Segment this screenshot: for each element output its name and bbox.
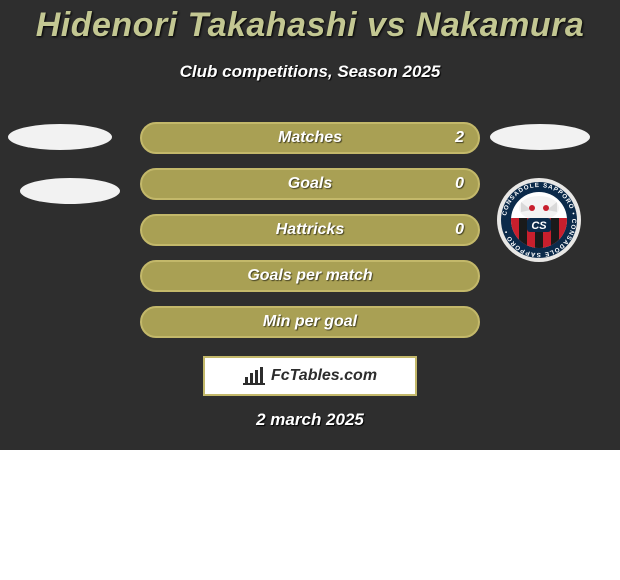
- page-title: Hidenori Takahashi vs Nakamura: [0, 6, 620, 45]
- stat-value: 0: [455, 221, 464, 239]
- svg-text:CS: CS: [531, 220, 547, 232]
- stat-label: Min per goal: [142, 313, 478, 331]
- stat-bar: Goals per match: [140, 260, 480, 292]
- stat-value: 2: [455, 129, 464, 147]
- left-avatar-placeholder-2: [20, 178, 120, 204]
- page-subtitle: Club competitions, Season 2025: [0, 62, 620, 82]
- bar-chart-icon: [243, 367, 265, 385]
- stat-bar: Goals0: [140, 168, 480, 200]
- left-avatar-placeholder-1: [8, 124, 112, 150]
- stat-value: 0: [455, 175, 464, 193]
- stat-label: Goals: [142, 175, 478, 193]
- stat-bar: Min per goal: [140, 306, 480, 338]
- brand-box[interactable]: FcTables.com: [203, 356, 417, 396]
- stat-bar: Matches2: [140, 122, 480, 154]
- brand-text: FcTables.com: [271, 367, 377, 385]
- date-text: 2 march 2025: [0, 410, 620, 430]
- right-avatar-placeholder: [490, 124, 590, 150]
- club-badge: CS CONSADOLE SAPPORO • CONSADOLE SAPPORO…: [497, 178, 581, 262]
- stat-label: Matches: [142, 129, 478, 147]
- comparison-infographic: Hidenori Takahashi vs Nakamura Club comp…: [0, 0, 620, 580]
- stat-label: Goals per match: [142, 267, 478, 285]
- stat-label: Hattricks: [142, 221, 478, 239]
- stat-bar: Hattricks0: [140, 214, 480, 246]
